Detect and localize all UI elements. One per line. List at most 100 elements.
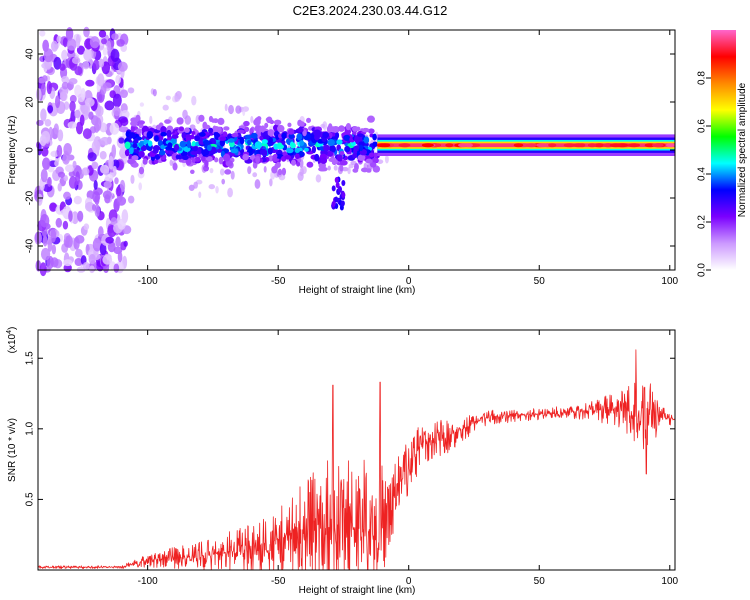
spectrogram-cell: [207, 144, 212, 151]
spectrogram-cells: [34, 26, 675, 277]
spectrogram-cell: [320, 123, 326, 128]
spectrogram-cell: [204, 159, 209, 168]
spectrogram-cell: [56, 35, 62, 43]
spectrogram-cell: [69, 100, 76, 113]
spectrogram-cell: [208, 127, 214, 134]
spectrogram-cell: [341, 191, 346, 198]
spectrogram-cell: [107, 241, 116, 253]
spectrogram-panel: -100 -50 0 50 100 -40 -20 0 20 40 Height of stra…: [7, 26, 679, 296]
spectrogram-cell: [351, 126, 359, 132]
colorbar-ticks: 0.0 0.2 0.4 0.6 0.8: [697, 71, 711, 277]
spectrogram-cell: [328, 157, 336, 163]
spectrogram-cell: [176, 117, 184, 125]
spectrogram-cell: [111, 33, 119, 40]
spectrogram-cell: [250, 132, 258, 139]
spectrogram-cell: [338, 125, 345, 132]
spectrogram-cell: [115, 74, 121, 85]
spectrogram-cell: [130, 117, 138, 123]
spectrogram-tone-peak: [587, 143, 597, 148]
spectrogram-cell: [190, 169, 195, 174]
spectrogram-cell: [323, 144, 331, 152]
spectrogram-cell: [242, 153, 249, 161]
spectrogram-cell: [83, 223, 90, 231]
spectrogram-cell: [269, 119, 275, 125]
spectrogram-tone-peak: [609, 143, 623, 148]
spectrogram-cell: [231, 132, 239, 138]
spectrogram-cell: [76, 45, 85, 55]
spectrogram-cell: [287, 128, 295, 135]
spectrogram-cell: [281, 167, 287, 176]
spectrogram-cell: [336, 154, 343, 162]
spectrogram-cell: [301, 166, 307, 175]
spectrogram-cell: [66, 38, 77, 51]
spectrogram-cell: [89, 36, 100, 49]
spectrogram-cell: [372, 141, 378, 147]
snr-x-ticks: -100 -50 0 50 100: [138, 330, 679, 587]
spectrogram-cell: [104, 173, 114, 183]
snr-x-label: Height of straight line (km): [299, 585, 416, 596]
spectrogram-cell: [82, 262, 90, 270]
spectrogram-x-tick-label: -50: [271, 276, 286, 287]
spectrogram-x-ticks: -100 -50 0 50 100: [138, 30, 679, 287]
spectrogram-cell: [137, 120, 146, 125]
spectrogram-cell: [366, 168, 372, 173]
spectrogram-cell: [97, 73, 105, 87]
spectrogram-cell: [191, 95, 197, 106]
spectrogram-cell: [273, 119, 282, 126]
spectrogram-tone-peak: [513, 143, 524, 148]
spectrogram-cell: [329, 127, 336, 132]
spectrogram-cell: [306, 117, 312, 123]
spectrogram-cell: [336, 139, 343, 145]
spectrogram-cell: [334, 176, 339, 183]
spectrogram-tone-peak: [376, 143, 389, 148]
spectrogram-cell: [221, 178, 226, 185]
spectrogram-y-tick-label: 40: [25, 48, 36, 60]
spectrogram-cell: [127, 87, 135, 94]
spectrogram-cell: [89, 265, 95, 274]
spectrogram-cell: [318, 166, 327, 172]
spectrogram-cell: [65, 235, 73, 248]
snr-scale-exponent: 4: [6, 330, 13, 334]
snr-x-tick-label: -50: [271, 576, 286, 587]
spectrogram-cell: [320, 157, 328, 164]
spectrogram-cell: [104, 100, 115, 111]
spectrogram-cell: [136, 128, 142, 134]
spectrogram-cell: [365, 158, 373, 164]
spectrogram-cell: [88, 111, 94, 120]
spectrogram-cell: [215, 186, 219, 194]
spectrogram-cell: [286, 148, 294, 154]
spectrogram-cell: [119, 179, 126, 193]
spectrogram-cell: [358, 141, 365, 147]
spectrogram-y-tick-label: -20: [25, 190, 36, 205]
spectrogram-cell: [201, 149, 207, 156]
spectrogram-cell: [223, 126, 230, 131]
spectrogram-cell: [250, 115, 254, 124]
spectrogram-cell: [171, 134, 179, 139]
spectrogram-cell: [65, 27, 74, 41]
spectrogram-tone-peak: [627, 143, 641, 148]
spectrogram-cell: [198, 191, 202, 199]
spectrogram-cell: [276, 142, 283, 148]
spectrogram-cell: [331, 201, 336, 208]
spectrogram-cell: [158, 149, 166, 156]
snr-y-tick-label: 0.5: [25, 492, 36, 506]
spectrogram-x-label: Height of straight line (km): [299, 285, 416, 296]
spectrogram-cell: [256, 116, 262, 121]
colorbar-tick-label: 0.0: [697, 263, 708, 277]
spectrogram-cell: [57, 129, 64, 142]
spectrogram-tone-peak: [525, 143, 538, 148]
spectrogram-cell: [98, 58, 105, 68]
spectrogram-tone-peak: [458, 143, 468, 148]
spectrogram-cell: [268, 136, 273, 144]
spectrogram-cell: [166, 129, 172, 138]
spectrogram-cell: [87, 152, 97, 162]
spectrogram-cell: [35, 88, 42, 101]
spectrogram-cell: [142, 158, 148, 165]
spectrogram-cell: [138, 142, 144, 147]
spectrogram-cell: [127, 195, 135, 204]
spectrogram-tone-peak: [465, 143, 473, 148]
spectrogram-cell: [72, 160, 77, 169]
spectrogram-cell: [173, 143, 180, 151]
spectrogram-cell: [327, 139, 335, 147]
spectrogram-cell: [39, 30, 46, 37]
